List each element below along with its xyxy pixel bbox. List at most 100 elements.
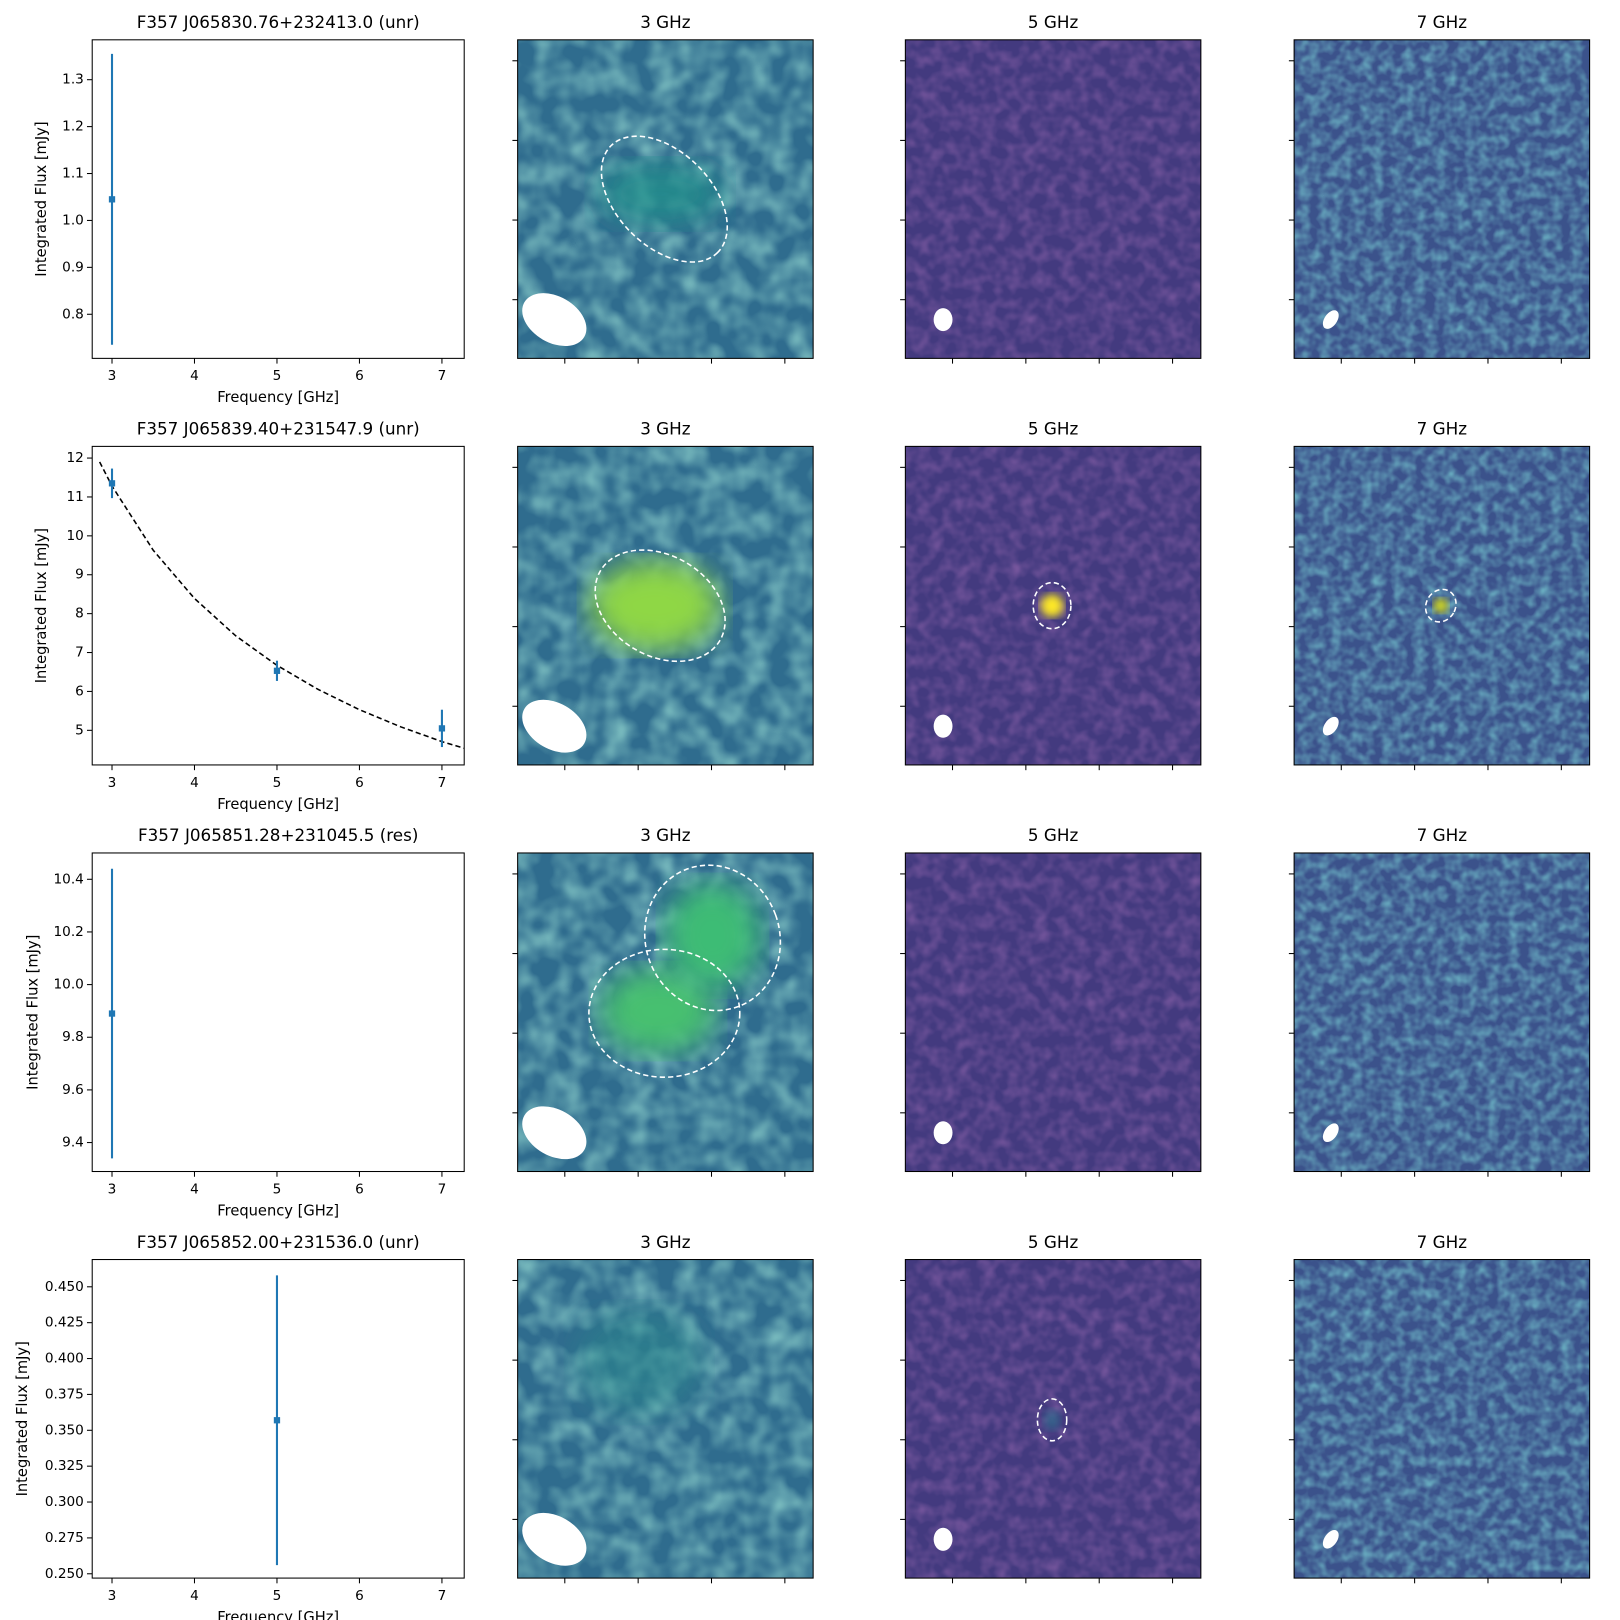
x-tick-label: 4 bbox=[190, 775, 199, 791]
image bbox=[517, 852, 814, 1172]
chart-title: F357 J065852.00+231536.0 (unr) bbox=[137, 1232, 420, 1252]
plot-frame bbox=[91, 39, 465, 359]
x-tick-label: 4 bbox=[190, 368, 199, 384]
panel-title: 7 GHz bbox=[1417, 825, 1468, 845]
chart-title: F357 J065830.76+232413.0 (unr) bbox=[137, 12, 420, 32]
source-ellipse bbox=[643, 864, 782, 1012]
y-tick-label: 0.425 bbox=[45, 1315, 84, 1331]
image-panel bbox=[1288, 445, 1591, 771]
x-tick-label: 3 bbox=[108, 775, 117, 791]
image-frame bbox=[517, 445, 814, 766]
image-noise bbox=[905, 852, 1201, 1172]
beam bbox=[522, 293, 587, 347]
x-axis-label: Frequency [GHz] bbox=[217, 1609, 339, 1620]
y-tick-label: 0.275 bbox=[45, 1530, 84, 1546]
y-tick-label: 0.250 bbox=[45, 1566, 84, 1582]
y-tick-label: 7 bbox=[75, 645, 84, 661]
panel-title: 5 GHz bbox=[1028, 1232, 1079, 1252]
plot-frame bbox=[91, 445, 465, 766]
image-panel bbox=[900, 852, 1202, 1177]
image bbox=[1294, 1259, 1590, 1579]
x-tick-label: 4 bbox=[190, 1181, 199, 1197]
image-panel bbox=[900, 1259, 1202, 1584]
source-emission bbox=[576, 1309, 703, 1415]
panel-title: 5 GHz bbox=[1028, 12, 1079, 32]
beam bbox=[1322, 1123, 1339, 1143]
x-tick-label: 5 bbox=[273, 1181, 282, 1197]
image bbox=[905, 1259, 1201, 1579]
beam bbox=[1322, 716, 1339, 736]
y-tick-label: 9.4 bbox=[62, 1135, 84, 1151]
source-emission bbox=[597, 162, 724, 226]
image-noise bbox=[1294, 852, 1590, 1172]
y-tick-label: 9.6 bbox=[62, 1082, 84, 1098]
y-tick-label: 0.325 bbox=[45, 1458, 84, 1474]
beam bbox=[933, 1121, 953, 1145]
image-frame bbox=[1293, 1259, 1591, 1579]
x-tick-label: 4 bbox=[190, 1588, 199, 1604]
image-frame bbox=[904, 39, 1202, 359]
image-panel bbox=[512, 1259, 814, 1584]
x-tick-label: 5 bbox=[273, 368, 282, 384]
image bbox=[905, 446, 1201, 765]
image bbox=[517, 39, 814, 359]
y-tick-label: 6 bbox=[75, 683, 84, 699]
y-axis-label: Integrated Flux [mJy] bbox=[14, 1341, 31, 1496]
beam bbox=[522, 1106, 587, 1160]
x-tick-label: 6 bbox=[355, 1181, 364, 1197]
chart-title: F357 J065851.28+231045.5 (res) bbox=[138, 825, 418, 845]
y-tick-label: 9 bbox=[75, 567, 84, 583]
image-frame bbox=[904, 445, 1202, 766]
y-tick-label: 10.0 bbox=[54, 977, 84, 993]
x-tick-label: 7 bbox=[438, 775, 447, 791]
image-panel bbox=[900, 39, 1202, 364]
panel-title: 7 GHz bbox=[1417, 12, 1468, 32]
image-frame bbox=[517, 1259, 814, 1579]
x-tick-label: 6 bbox=[355, 368, 364, 384]
image-noise bbox=[905, 39, 1201, 359]
panel-title: 7 GHz bbox=[1417, 419, 1468, 439]
image-frame bbox=[904, 852, 1202, 1173]
y-tick-label: 12 bbox=[67, 450, 84, 466]
plot-area bbox=[108, 868, 116, 1159]
image-frame bbox=[904, 1259, 1202, 1579]
source-emission bbox=[589, 561, 720, 650]
y-tick-label: 5 bbox=[75, 722, 84, 738]
data-point bbox=[438, 725, 446, 732]
image-noise bbox=[1294, 1259, 1590, 1579]
y-tick-label: 0.375 bbox=[45, 1386, 84, 1402]
data-point bbox=[273, 667, 281, 674]
plot-area bbox=[108, 53, 116, 345]
plot-area bbox=[273, 1275, 281, 1566]
y-tick-label: 10 bbox=[67, 528, 84, 544]
data-point bbox=[273, 1417, 281, 1424]
y-tick-label: 1.1 bbox=[62, 166, 84, 182]
x-tick-label: 5 bbox=[273, 1588, 282, 1604]
image-panel bbox=[512, 852, 814, 1177]
panel-title: 7 GHz bbox=[1417, 1232, 1468, 1252]
y-tick-label: 8 bbox=[75, 606, 84, 622]
panel-title: 5 GHz bbox=[1028, 419, 1079, 439]
y-tick-label: 9.8 bbox=[62, 1029, 84, 1045]
beam bbox=[1322, 1530, 1339, 1549]
x-tick-label: 6 bbox=[355, 775, 364, 791]
image bbox=[905, 39, 1201, 359]
y-tick-label: 0.9 bbox=[62, 259, 84, 275]
image-frame bbox=[517, 852, 814, 1173]
data-point bbox=[108, 1010, 116, 1017]
source-ellipse bbox=[1032, 581, 1072, 630]
image-frame bbox=[1293, 39, 1591, 359]
panel-title: 3 GHz bbox=[640, 419, 691, 439]
chart-title: F357 J065839.40+231547.9 (unr) bbox=[137, 419, 420, 439]
x-axis-label: Frequency [GHz] bbox=[217, 389, 339, 406]
y-tick-label: 0.350 bbox=[45, 1422, 84, 1438]
panel-title: 5 GHz bbox=[1028, 825, 1079, 845]
image-frame bbox=[1293, 852, 1591, 1173]
panel-title: 3 GHz bbox=[640, 12, 691, 32]
beam bbox=[933, 1527, 953, 1551]
data-point bbox=[108, 196, 116, 203]
beam bbox=[522, 1512, 587, 1566]
x-tick-label: 3 bbox=[108, 1588, 117, 1604]
panel-title: 3 GHz bbox=[640, 1232, 691, 1252]
